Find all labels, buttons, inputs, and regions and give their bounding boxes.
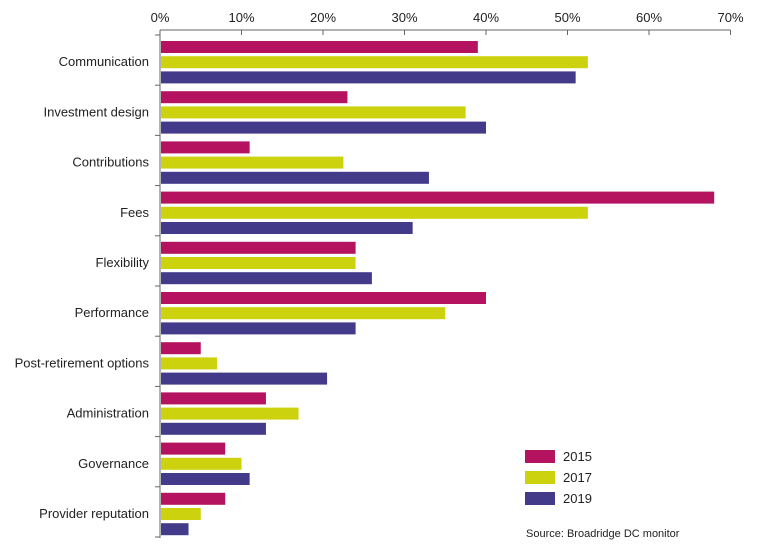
- bar-2019: [161, 473, 250, 485]
- legend-swatch-2017: [525, 471, 555, 484]
- bars: [161, 41, 715, 536]
- source-note: Source: Broadridge DC monitor: [526, 528, 680, 540]
- bar-2015: [161, 492, 226, 505]
- bar-2017: [161, 407, 299, 420]
- x-tick-label: 10%: [228, 10, 254, 25]
- bar-2015: [161, 442, 226, 455]
- bar-2015: [161, 91, 348, 104]
- x-tick-label: 20%: [310, 10, 336, 25]
- bar-2017: [161, 307, 446, 320]
- bar-2019: [161, 222, 413, 234]
- category-label: Flexibility: [96, 255, 150, 270]
- category-label: Communication: [59, 54, 149, 69]
- legend-swatch-2019: [525, 492, 555, 505]
- x-tick-label: 50%: [554, 10, 580, 25]
- bar-2017: [161, 156, 344, 169]
- bar-2015: [161, 191, 715, 204]
- bar-2015: [161, 241, 356, 254]
- legend-label-2019: 2019: [563, 491, 592, 506]
- x-tick-label: 30%: [391, 10, 417, 25]
- x-tick-label: 60%: [636, 10, 662, 25]
- legend-swatch-2015: [525, 450, 555, 463]
- category-label: Investment design: [43, 104, 149, 119]
- category-label: Administration: [67, 406, 149, 421]
- bar-2015: [161, 392, 266, 405]
- category-label: Post-retirement options: [15, 355, 150, 370]
- bar-2017: [161, 106, 466, 119]
- bar-2019: [161, 523, 189, 536]
- bar-2019: [161, 322, 356, 335]
- bar-2017: [161, 357, 218, 370]
- legend: 2015 2017 2019: [525, 449, 592, 506]
- x-tick-label: 0%: [151, 10, 170, 25]
- category-label: Provider reputation: [39, 506, 149, 521]
- bar-2019: [161, 372, 328, 385]
- bar-2017: [161, 508, 201, 520]
- bar-2015: [161, 292, 486, 304]
- category-label: Contributions: [72, 155, 149, 170]
- bar-2015: [161, 141, 250, 154]
- category-label: Performance: [75, 305, 149, 320]
- legend-label-2017: 2017: [563, 470, 592, 485]
- bar-2019: [161, 272, 372, 285]
- bar-2017: [161, 56, 588, 69]
- category-label: Fees: [120, 205, 149, 220]
- bar-2019: [161, 121, 486, 134]
- x-axis: 0% 10% 20% 30% 40% 50% 60% 70%: [151, 10, 744, 35]
- bar-2019: [161, 422, 266, 435]
- y-axis: Communication Investment design Contributi…: [15, 30, 161, 538]
- bar-2017: [161, 257, 356, 269]
- bar-2017: [161, 457, 242, 470]
- category-label: Governance: [78, 456, 149, 471]
- x-tick-label: 70%: [717, 10, 743, 25]
- bar-2017: [161, 206, 588, 219]
- x-tick-label: 40%: [473, 10, 499, 25]
- legend-label-2015: 2015: [563, 449, 592, 464]
- bar-2015: [161, 342, 201, 355]
- bar-2015: [161, 41, 478, 53]
- bar-2019: [161, 71, 576, 84]
- bar-2019: [161, 171, 429, 184]
